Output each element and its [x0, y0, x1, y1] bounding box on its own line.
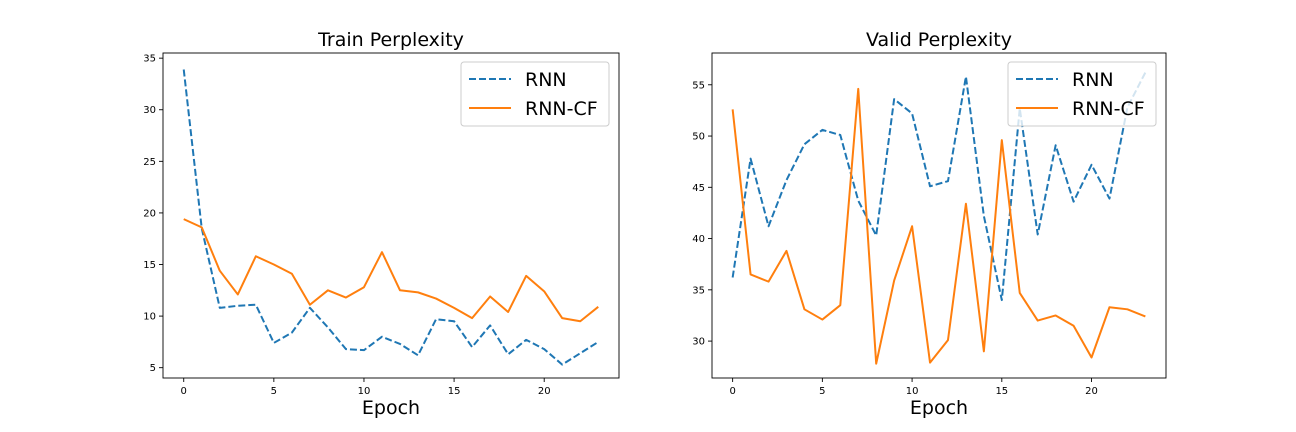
x-axis-label: Epoch — [362, 397, 420, 419]
y-tick-label: 25 — [143, 157, 156, 168]
x-tick-label: 0 — [729, 386, 735, 397]
chart-2: Valid Perplexity 0 5 10 15 20 30 35 40 45 50 55 Epoc… — [692, 29, 1167, 419]
y-tick-label: 20 — [143, 208, 156, 219]
y-tick-label: 55 — [692, 80, 705, 91]
legend-label-rnn: RNN — [1072, 69, 1114, 91]
x-tick-label: 20 — [1085, 386, 1098, 397]
x-tick-label: 10 — [906, 386, 919, 397]
legend-label-rnn-cf: RNN-CF — [1072, 98, 1145, 120]
x-tick-label: 5 — [819, 386, 825, 397]
legend-label-rnn-cf: RNN-CF — [525, 98, 598, 120]
y-tick-label: 50 — [692, 132, 705, 143]
x-tick-label: 15 — [448, 386, 461, 397]
x-tick-label: 15 — [995, 386, 1008, 397]
series-line-rnn-cf — [731, 87, 1146, 365]
y-tick-label: 30 — [692, 337, 705, 348]
plot-frame — [711, 52, 1167, 379]
series-line-rnn — [182, 69, 599, 366]
x-tick-label: 5 — [271, 386, 277, 397]
series-line-rnn-cf — [183, 218, 599, 323]
x-tick-label: 0 — [181, 386, 187, 397]
chart-title: Valid Perplexity — [866, 29, 1012, 51]
y-tick-label: 30 — [143, 105, 156, 116]
legend-box — [460, 61, 610, 127]
x-tick-label: 20 — [538, 386, 551, 397]
y-tick-label: 10 — [143, 312, 156, 323]
plot-frame — [162, 52, 620, 379]
y-tick-label: 15 — [143, 260, 156, 271]
series-line-rnn — [731, 72, 1147, 302]
y-tick-label: 35 — [143, 54, 156, 65]
chart-1: Train Perplexity 0 5 10 15 20 5 10 15 20 25 30 35 Epo… — [143, 29, 620, 419]
legend-box — [1007, 61, 1157, 127]
legend: RNN RNN-CF — [460, 61, 610, 127]
chart-title: Train Perplexity — [317, 29, 464, 51]
y-tick-label: 35 — [692, 285, 705, 296]
y-tick-label: 45 — [692, 183, 705, 194]
legend-label-rnn: RNN — [525, 69, 567, 91]
y-tick-label: 40 — [692, 234, 705, 245]
legend: RNN RNN-CF — [1007, 61, 1157, 127]
y-tick-label: 5 — [150, 363, 156, 374]
x-axis-label: Epoch — [910, 397, 968, 419]
x-tick-label: 10 — [358, 386, 371, 397]
